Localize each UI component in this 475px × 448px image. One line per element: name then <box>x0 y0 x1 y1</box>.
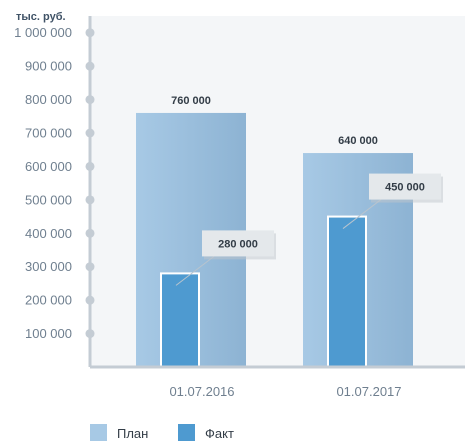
legend: План Факт <box>90 424 234 441</box>
y-tick-label: 800 000 <box>25 92 72 107</box>
y-tick-marker <box>86 262 95 271</box>
y-tick-marker <box>86 162 95 171</box>
y-tick-marker <box>86 28 95 37</box>
bar-fact <box>161 273 199 367</box>
y-tick-label: 100 000 <box>25 326 72 341</box>
y-tick-marker <box>86 296 95 305</box>
y-tick-marker <box>86 329 95 338</box>
legend-swatch-plan <box>90 424 107 441</box>
y-tick-label: 900 000 <box>25 59 72 74</box>
y-tick-marker <box>86 62 95 71</box>
x-tick-label: 01.07.2016 <box>169 384 234 399</box>
y-tick-label: 400 000 <box>25 226 72 241</box>
legend-label-plan: План <box>117 426 148 441</box>
bar-fact-value-label: 280 000 <box>218 238 258 250</box>
bar-fact-value-label: 450 000 <box>385 182 425 194</box>
y-tick-marker <box>86 195 95 204</box>
y-tick-marker <box>86 129 95 138</box>
bar-plan-value-label: 640 000 <box>338 135 378 147</box>
y-tick-label: 600 000 <box>25 159 72 174</box>
legend-swatch-fact <box>178 424 195 441</box>
bar-plan-value-label: 760 000 <box>171 95 211 107</box>
y-tick-marker <box>86 95 95 104</box>
y-tick-label: 700 000 <box>25 126 72 141</box>
y-tick-label: 200 000 <box>25 293 72 308</box>
y-axis: 100 000 200 000 300 000 400 000 500 000 600 0… <box>14 16 94 367</box>
y-tick-marker <box>86 229 95 238</box>
x-tick-label: 01.07.2017 <box>336 384 401 399</box>
y-tick-label: 500 000 <box>25 192 72 207</box>
y-tick-label: 1 000 000 <box>14 25 72 40</box>
unit-label: тыс. руб. <box>16 11 66 23</box>
legend-label-fact: Факт <box>205 426 234 441</box>
bar-fact <box>328 217 366 367</box>
x-axis: 01.07.2016 01.07.2017 <box>90 367 465 399</box>
y-tick-label: 300 000 <box>25 259 72 274</box>
